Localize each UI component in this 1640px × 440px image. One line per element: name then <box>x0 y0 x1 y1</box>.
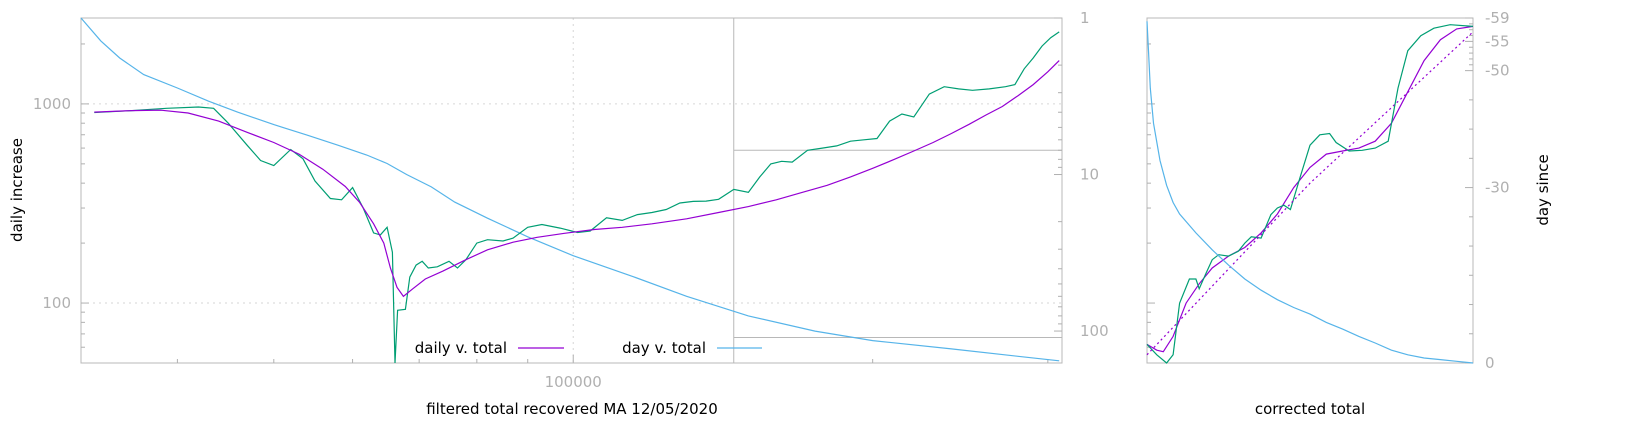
corrected-series-line-0 <box>1146 25 1474 353</box>
main-chart-minor-ticks <box>81 17 1062 363</box>
y2-tick-label: -55 <box>1485 32 1510 50</box>
corrected-total-plot-area <box>1146 17 1474 364</box>
y-tick-label: 100 <box>42 294 71 312</box>
corrected-total-y2-axis-label: day since <box>1534 154 1552 225</box>
legend-label-day-v-total: day v. total <box>622 339 706 357</box>
main-chart-panel: 100 1000 100000 1 10 100 filtered total recov… <box>8 9 1109 418</box>
x-tick-label: 100000 <box>545 373 602 391</box>
y2-tick-label: 10 <box>1080 166 1099 184</box>
y2-tick-label: 0 <box>1485 354 1495 372</box>
main-chart-gridlines <box>81 18 1062 363</box>
series-line-daily-v-total <box>94 60 1060 298</box>
main-chart-reference-lines <box>733 18 1062 363</box>
corrected-total-x-axis-label: corrected total <box>1255 400 1365 418</box>
y2-tick-label: 100 <box>1080 322 1109 340</box>
y2-tick-label: 1 <box>1080 9 1090 27</box>
series-line-daily-raw <box>94 31 1060 364</box>
y2-tick-label: -30 <box>1485 179 1510 197</box>
corrected-series-line-3 <box>1146 21 1474 364</box>
main-chart-y-axis-label: daily increase <box>8 138 26 242</box>
series-line-day-v-total <box>80 17 1060 362</box>
main-chart-x-axis-label: filtered total recovered MA 12/05/2020 <box>426 400 718 418</box>
legend-label-daily-v-total: daily v. total <box>415 339 507 357</box>
corrected-total-tick-labels: -59 -55 -50 -30 0 <box>1485 9 1510 372</box>
main-chart-legend: daily v. total day v. total <box>415 339 762 357</box>
y-tick-label: 1000 <box>33 95 71 113</box>
corrected-total-minor-ticks <box>1147 17 1473 364</box>
corrected-total-series-group <box>1146 21 1474 364</box>
corrected-series-line-2 <box>1146 31 1474 356</box>
main-chart-plot-area <box>80 17 1063 364</box>
corrected-series-line-1 <box>1146 24 1474 364</box>
y2-tick-label: -59 <box>1485 9 1510 27</box>
main-chart-series-group <box>80 17 1060 364</box>
main-chart-tick-labels: 100 1000 100000 1 10 100 <box>33 9 1109 391</box>
y2-tick-label: -50 <box>1485 62 1510 80</box>
corrected-total-panel: -59 -55 -50 -30 0 corrected total day since <box>1146 9 1552 418</box>
